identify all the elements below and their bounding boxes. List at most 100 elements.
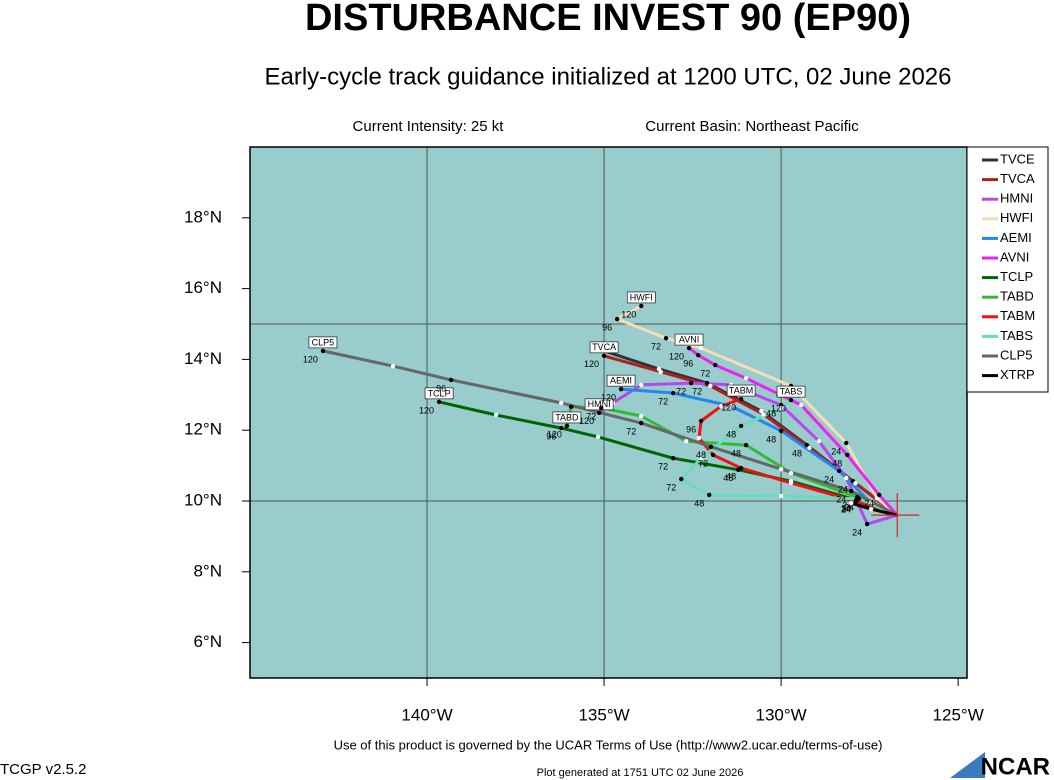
track-point <box>853 481 858 486</box>
model-box-label: HMNI <box>588 399 611 409</box>
track-point <box>849 488 854 494</box>
track-point <box>390 363 396 369</box>
tau-label: 72 <box>666 482 676 492</box>
model-box-label: CLP5 <box>312 337 335 347</box>
version: TCGP v2.5.2 <box>0 761 86 778</box>
model-box <box>589 341 619 354</box>
tau-label: 96 <box>436 383 446 393</box>
legend-label: AVNI <box>1000 249 1029 264</box>
track-point <box>559 425 564 431</box>
tau-label: 72 <box>586 411 596 421</box>
tau-label: 48 <box>792 448 802 458</box>
track-point <box>639 420 644 426</box>
track-point <box>618 386 624 392</box>
map-plot: 140°W 135°W 130°W 125°W 6°N 8°N 10°N 12°N 14°N 16… <box>184 146 984 724</box>
tau-label: 24 <box>831 446 841 456</box>
x-tick-label: 140°W <box>401 705 452 724</box>
legend-label: TVCE <box>1000 151 1035 166</box>
model-box-label: TABM <box>729 385 753 395</box>
tau-label: 96 <box>546 431 556 441</box>
legend-label: CLP5 <box>1000 347 1033 362</box>
terms: Use of this product is governed by the U… <box>334 737 883 752</box>
track-point <box>707 492 712 498</box>
track-point <box>845 452 850 458</box>
tau-label: 24 <box>841 503 851 513</box>
model-box-label: AVNI <box>679 334 699 344</box>
track-point <box>601 353 607 359</box>
x-tick-label: 130°W <box>756 705 807 724</box>
track-point <box>778 428 784 434</box>
track-point <box>670 455 676 461</box>
tau-label: 72 <box>651 342 661 352</box>
y-tick-label: 8°N <box>193 561 222 580</box>
track-point <box>868 500 874 506</box>
track-point <box>844 475 849 481</box>
track-point <box>599 405 604 411</box>
tau-label: 48 <box>726 471 736 481</box>
track-point <box>708 444 714 450</box>
tau-label: 120 <box>771 403 786 413</box>
y-tick-label: 18°N <box>184 207 222 226</box>
model-box <box>726 384 756 397</box>
model-box <box>626 291 656 304</box>
subtitle: Early-cycle track guidance initialized a… <box>264 63 951 90</box>
tau-label: 96 <box>683 359 693 369</box>
legend-label: HWFI <box>1000 210 1033 225</box>
track-point <box>688 380 694 386</box>
legend-label: TVCA <box>1000 171 1035 186</box>
tau-label: 24 <box>824 474 834 484</box>
track-point <box>788 480 794 486</box>
model-box-label: AEMI <box>610 376 632 386</box>
track-point <box>713 362 718 368</box>
track-point <box>320 348 326 354</box>
track-point <box>595 434 601 440</box>
x-tick-label: 135°W <box>578 705 629 724</box>
track-line <box>615 304 899 517</box>
y-tick-label: 12°N <box>184 420 222 439</box>
track-point <box>761 412 766 417</box>
track-point <box>856 496 862 502</box>
tau-label: 24 <box>844 502 854 512</box>
model-box-label: TABS <box>780 386 803 396</box>
tau-label: 48 <box>832 458 842 468</box>
logo: NCAR <box>950 752 1050 780</box>
tau-label: 72 <box>700 368 710 378</box>
tau-label: 24 <box>864 498 874 508</box>
map-background <box>250 147 967 678</box>
tau-label: 72 <box>698 458 708 468</box>
y-tick-label: 6°N <box>193 632 222 651</box>
map-frame <box>249 146 968 679</box>
tau-label: 72 <box>626 426 636 436</box>
track-point <box>743 442 749 448</box>
legend-label: TCLP <box>1000 269 1033 284</box>
track-point <box>778 493 784 499</box>
track-point <box>670 390 676 396</box>
track-point <box>788 397 794 403</box>
track-point <box>849 500 854 506</box>
tau-label: 72 <box>658 462 668 472</box>
tau-label: 72 <box>692 386 702 396</box>
track-point <box>738 423 744 429</box>
legend-label: XTRP <box>1000 367 1035 382</box>
track-point <box>738 396 744 402</box>
track-point <box>788 470 794 476</box>
y-tick-label: 16°N <box>184 278 222 297</box>
track-point <box>696 352 701 358</box>
track-point <box>696 435 702 441</box>
track-point <box>759 408 764 414</box>
track-point <box>686 345 692 351</box>
tau-label: 48 <box>766 408 776 418</box>
track-point <box>868 506 874 512</box>
logo-mark <box>950 752 985 778</box>
model-box <box>674 333 704 346</box>
tau-label: 24 <box>852 527 862 537</box>
track-point <box>876 492 882 498</box>
track-point <box>778 405 784 411</box>
tau-label: 96 <box>686 424 696 434</box>
track-point <box>679 476 684 482</box>
track-point <box>564 423 570 429</box>
track-point <box>708 383 713 389</box>
legend: TVCE TVCA HMNI HWFI AEMI AVNI TCLP TABD TABM TABS… <box>966 146 1049 393</box>
legend-box <box>966 146 1049 393</box>
track-point <box>864 521 870 527</box>
